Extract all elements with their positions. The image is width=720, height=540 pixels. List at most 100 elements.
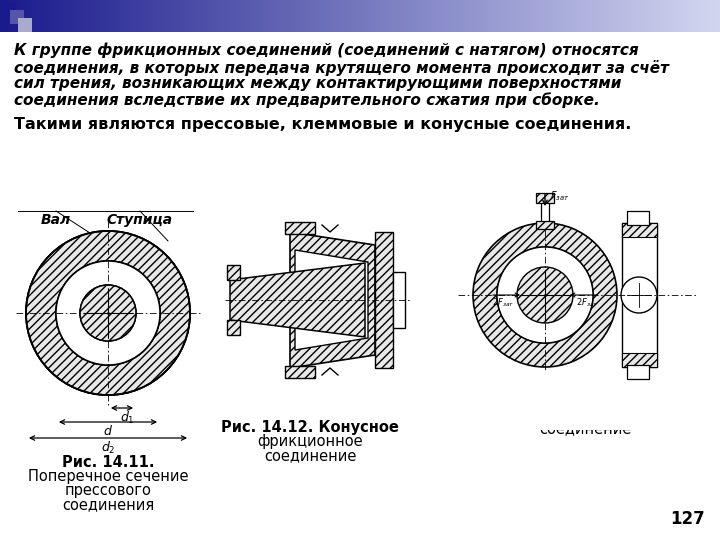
Polygon shape — [290, 232, 375, 368]
Bar — [94, 0, 99, 32]
Text: соединения: соединения — [62, 497, 154, 512]
Bar — [375, 232, 393, 368]
Bar — [670, 0, 675, 32]
Bar — [18, 0, 23, 32]
Bar — [432, 0, 437, 32]
Bar — [508, 0, 513, 32]
Bar — [533, 0, 538, 32]
Bar — [151, 0, 156, 32]
Bar — [544, 0, 549, 32]
Bar — [464, 0, 469, 32]
Bar — [450, 0, 455, 32]
Bar — [554, 0, 559, 32]
Bar — [122, 0, 127, 32]
Bar — [72, 0, 77, 32]
Bar — [306, 0, 311, 32]
Bar — [421, 0, 426, 32]
Bar — [482, 0, 487, 32]
Bar — [209, 0, 214, 32]
Text: $2F_{зат}$: $2F_{зат}$ — [576, 297, 598, 309]
Bar — [612, 0, 617, 32]
Bar — [569, 0, 574, 32]
Bar — [227, 265, 240, 280]
Bar — [54, 0, 59, 32]
Bar — [472, 0, 477, 32]
Bar — [403, 0, 408, 32]
Bar — [608, 0, 613, 32]
Bar — [648, 0, 653, 32]
Bar — [176, 0, 181, 32]
Bar — [695, 0, 700, 32]
Bar — [522, 0, 527, 32]
Bar — [11, 0, 16, 32]
Bar — [180, 0, 185, 32]
Bar — [331, 0, 336, 32]
Bar — [65, 0, 70, 32]
Bar — [7, 0, 12, 32]
Bar — [583, 0, 588, 32]
Bar — [562, 0, 567, 32]
Circle shape — [621, 277, 657, 313]
Bar — [461, 0, 466, 32]
Bar — [14, 0, 19, 32]
Bar — [108, 0, 113, 32]
Bar — [68, 0, 73, 32]
Text: Вал: Вал — [41, 213, 71, 227]
Bar — [202, 0, 207, 32]
Bar — [230, 0, 235, 32]
Bar — [353, 0, 358, 32]
Bar — [425, 0, 430, 32]
Bar — [457, 0, 462, 32]
Bar — [378, 0, 383, 32]
Bar — [460, 175, 710, 430]
Bar — [104, 0, 109, 32]
Bar — [713, 0, 718, 32]
Text: К группе фрикционных соединений (соединений с натягом) относятся: К группе фрикционных соединений (соедине… — [14, 43, 639, 58]
Text: соединения, в которых передача крутящего момента происходит за счёт: соединения, в которых передача крутящего… — [14, 59, 669, 76]
Bar — [637, 0, 642, 32]
Circle shape — [56, 261, 160, 365]
Bar — [407, 0, 412, 32]
Bar — [446, 0, 451, 32]
Bar — [144, 0, 149, 32]
Bar — [50, 0, 55, 32]
Bar — [220, 0, 225, 32]
Bar — [40, 0, 45, 32]
Text: соединение: соединение — [264, 448, 356, 463]
Bar — [320, 0, 325, 32]
Bar — [133, 0, 138, 32]
Bar — [115, 0, 120, 32]
Bar — [371, 0, 376, 32]
Text: Рис. 14.11.: Рис. 14.11. — [62, 455, 154, 470]
Bar — [551, 0, 556, 32]
Bar — [32, 0, 37, 32]
Bar — [587, 0, 592, 32]
Bar — [594, 0, 599, 32]
Bar — [677, 0, 682, 32]
Polygon shape — [230, 263, 365, 337]
Bar — [313, 0, 318, 32]
Bar — [223, 0, 228, 32]
Bar — [0, 0, 5, 32]
Text: 127: 127 — [670, 510, 705, 528]
Bar — [439, 0, 444, 32]
Bar — [616, 0, 621, 32]
Bar — [86, 0, 91, 32]
Bar — [393, 272, 405, 328]
Bar — [382, 0, 387, 32]
Bar — [490, 0, 495, 32]
Bar — [410, 0, 415, 32]
Bar — [655, 0, 660, 32]
Bar — [680, 0, 685, 32]
Bar — [468, 0, 473, 32]
Bar — [518, 0, 523, 32]
Bar — [83, 0, 88, 32]
Bar — [688, 0, 693, 32]
Bar — [22, 0, 27, 32]
Bar — [504, 0, 509, 32]
Bar — [285, 366, 315, 378]
Bar — [392, 0, 397, 32]
Bar — [356, 0, 361, 32]
Bar — [515, 0, 520, 32]
Bar — [90, 0, 95, 32]
